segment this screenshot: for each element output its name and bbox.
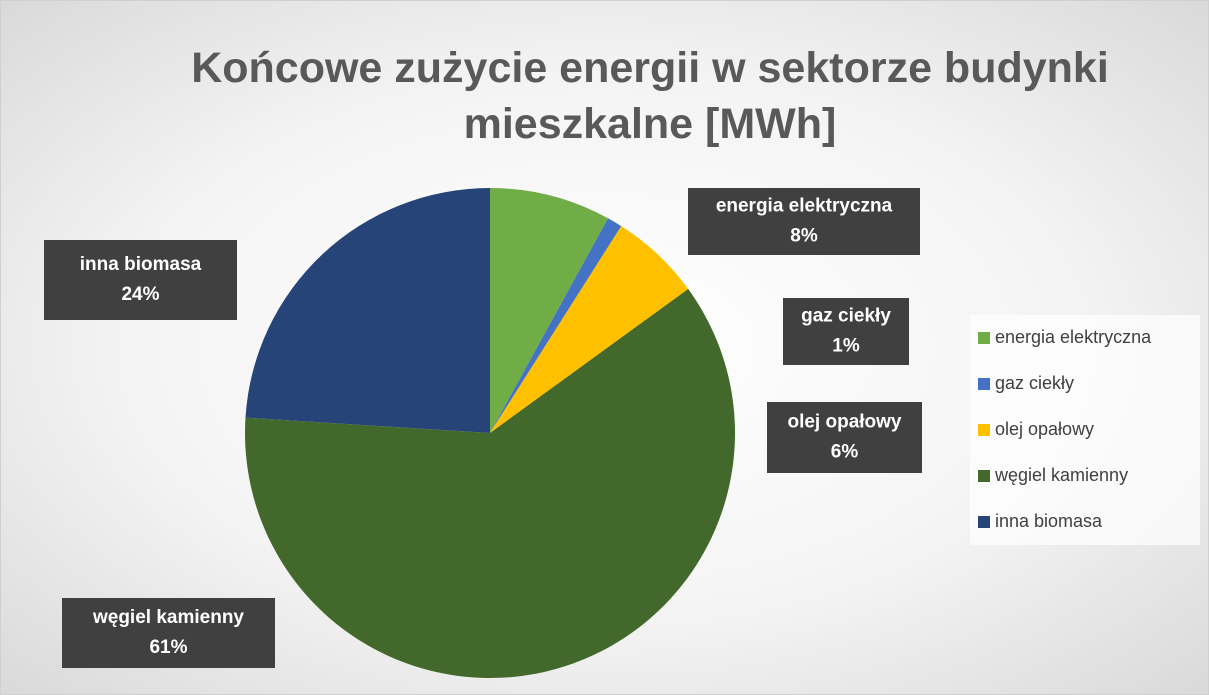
legend-label: inna biomasa <box>995 511 1103 531</box>
pie-slice <box>490 218 622 433</box>
legend-swatch <box>978 470 990 482</box>
data-label-name: energia elektryczna <box>716 196 893 217</box>
data-label-value: 61% <box>149 637 187 658</box>
legend-label: olej opałowy <box>995 419 1094 439</box>
data-label-value: 24% <box>121 284 159 305</box>
data-label-name: węgiel kamienny <box>92 607 244 628</box>
legend-label: energia elektryczna <box>995 327 1152 347</box>
pie-slice <box>245 188 490 433</box>
chart-title: Końcowe zużycie energii w sektorze budyn… <box>191 44 1109 148</box>
legend-swatch <box>978 424 990 436</box>
legend-label: węgiel kamienny <box>994 465 1128 485</box>
legend-swatch <box>978 516 990 528</box>
data-label-box <box>767 402 922 473</box>
pie-slice <box>490 226 689 433</box>
data-label-box <box>688 188 920 255</box>
data-label-value: 6% <box>831 442 859 463</box>
data-label-box <box>783 298 909 365</box>
legend-swatch <box>978 378 990 390</box>
data-label-name: inna biomasa <box>80 254 202 275</box>
legend-label: gaz ciekły <box>995 373 1074 393</box>
data-label-name: olej opałowy <box>787 412 901 433</box>
data-label-box <box>44 240 237 320</box>
pie-slice <box>490 188 609 433</box>
legend-swatch <box>978 332 990 344</box>
legend-box <box>970 315 1200 545</box>
data-label-box <box>62 598 275 668</box>
data-label-value: 1% <box>832 336 860 357</box>
pie-slice <box>245 288 735 678</box>
data-label-name: gaz ciekły <box>801 306 891 327</box>
data-label-value: 8% <box>790 226 818 247</box>
